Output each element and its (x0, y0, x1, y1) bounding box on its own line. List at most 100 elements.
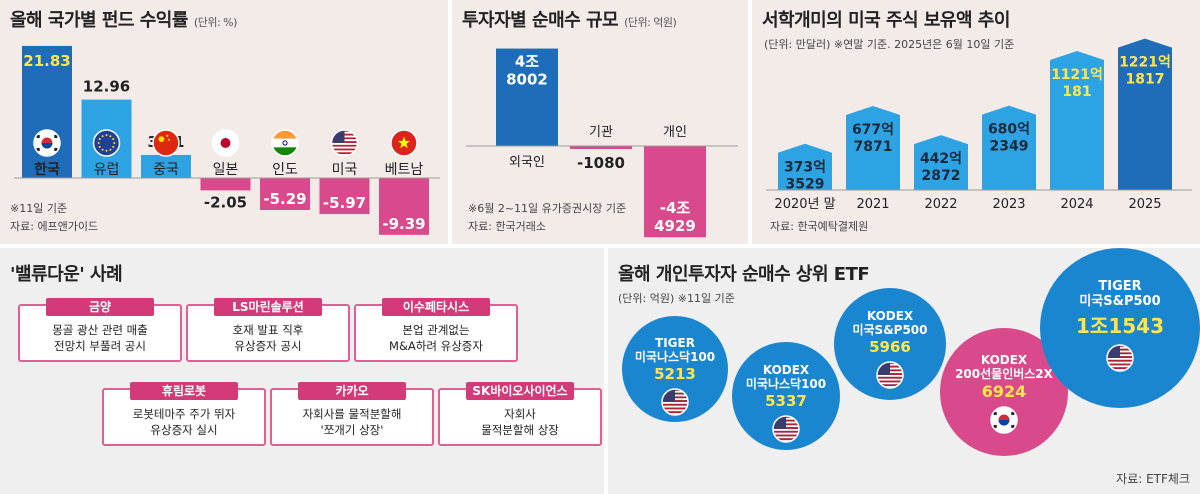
case-description: 호재 발표 직후 유상증자 공시 (232, 323, 304, 353)
investor-label: 기관 (589, 125, 613, 140)
country-label: 유럽 (94, 162, 120, 178)
holdings-value-label: 680억 2349 (988, 122, 1030, 155)
etf-bubble: KODEX 미국나스닥100 5337 (732, 342, 840, 450)
case-description: 본업 관계없는 M&A하려 유상증자 (389, 323, 483, 353)
us-flag-icon (330, 129, 359, 157)
case-description: 로봇테마주 주가 뛰자 유상증자 실시 (132, 407, 236, 437)
etf-name: TIGER 미국나스닥100 (634, 336, 716, 364)
us-stock-holdings-panel: 서학개미의 미국 주식 보유액 추이 (단위: 만달러) ※연말 기준. 202… (752, 0, 1200, 244)
fund-return-source: 자료: 에프앤가이드 (10, 220, 99, 233)
fund-bar (141, 154, 191, 178)
value-down-cases-panel: '밸류다운' 사례 금양 몽골 광산 관련 매출 전망치 부풀려 공시 LS마린솔루… (0, 248, 604, 494)
case-company-label: 휴림로봇 (130, 382, 238, 400)
fund-bar (260, 178, 310, 211)
holdings-bar (1050, 50, 1104, 190)
case-company-label: 금양 (46, 298, 154, 316)
investor-label: 개인 (663, 125, 687, 140)
fund-value-label: -9.39 (382, 215, 425, 233)
panel-title: 투자자별 순매수 규모 (단위: 억원) (462, 6, 677, 32)
etf-title: 올해 개인투자자 순매수 상위 ETF (618, 264, 870, 285)
case-description: 자회사 물적분할해 상장 (481, 407, 559, 437)
us-holdings-unit-note: (단위: 만달러) ※연말 기준. 2025년은 6월 10일 기준 (764, 38, 1015, 51)
etf-unit-note: (단위: 억원) ※11일 기준 (618, 292, 735, 305)
etf-value: 1조1543 (1076, 313, 1164, 338)
fund-return-unit: (단위: %) (193, 16, 237, 29)
fund-bar (200, 178, 251, 191)
etf-name: TIGER 미국S&P500 (1079, 279, 1161, 309)
net-buy-note: ※6월 2~11일 유가증권시장 기준 (468, 202, 627, 215)
fund-value-label: -5.97 (323, 194, 366, 212)
us-holdings-chart: 373억 3529 2020년 말 677억 7871 2021 442억 2872 2022 6… (766, 38, 1192, 212)
jp-flag-icon (211, 129, 240, 157)
holdings-bar (778, 143, 832, 190)
cn-flag-icon (152, 129, 180, 157)
kr-flag-icon (33, 129, 61, 157)
fund-return-chart: 21.83한국12.96유럽3.81중국-2.05일본-5.29인도-5.97미… (14, 45, 440, 235)
country-label: 미국 (332, 162, 358, 178)
fund-bar (319, 178, 370, 215)
holdings-bar (982, 105, 1036, 190)
country-label: 중국 (153, 162, 179, 178)
year-label: 2023 (992, 197, 1025, 212)
year-label: 2021 (856, 197, 889, 212)
case-company-label: LS마린솔루션 (214, 298, 322, 316)
eu-flag-icon (92, 129, 121, 157)
fund-value-label: -5.29 (263, 190, 306, 208)
us-flag-icon (772, 414, 800, 443)
etf-value: 6924 (981, 381, 1027, 401)
case-description: 몽골 광산 관련 매출 전망치 부풀려 공시 (52, 323, 148, 353)
fund-return-note: ※11일 기준 (10, 202, 68, 215)
net-buy-title: 투자자별 순매수 규모 (462, 10, 619, 31)
fund-value-label: 21.83 (23, 52, 70, 70)
vn-flag-icon (390, 129, 418, 157)
etf-bubble: TIGER 미국S&P500 1조1543 (1040, 248, 1200, 408)
etf-value: 5966 (869, 337, 911, 356)
country-label: 한국 (34, 162, 60, 178)
holdings-value-label: 442억 2872 (920, 151, 962, 184)
case-company-label: 이수페타시스 (382, 298, 490, 316)
year-label: 2022 (924, 197, 957, 212)
fund-bar (379, 178, 429, 235)
country-label: 인도 (272, 162, 298, 178)
us-flag-icon (661, 387, 689, 416)
country-label: 일본 (213, 162, 239, 178)
case-company-label: SK바이오사이언스 (466, 382, 574, 400)
fund-value-label: -2.05 (204, 193, 247, 211)
in-flag-icon (271, 129, 299, 157)
etf-value: 5337 (765, 391, 807, 410)
net-buy-unit: (단위: 억원) (624, 16, 677, 29)
net-buy-value-label: 4조 8002 (506, 53, 548, 89)
holdings-value-label: 1221억 1817 (1119, 55, 1171, 88)
fund-value-label: 12.96 (83, 78, 130, 96)
net-buy-bar (644, 146, 706, 238)
fund-return-title: 올해 국가별 펀드 수익률 (10, 10, 188, 31)
holdings-value-label: 677억 7871 (852, 122, 894, 155)
net-buy-value-label: -1080 (577, 154, 625, 172)
us-holdings-source: 자료: 한국예탁결제원 (770, 220, 869, 233)
country-label: 베트남 (385, 162, 424, 178)
net-buy-value-label: -4조 4929 (654, 199, 696, 235)
etf-name: KODEX 200선물인버스2X (955, 353, 1053, 381)
net-buy-panel: 투자자별 순매수 규모 (단위: 억원) 4조 8002 외국인 -1080 기관 -4조 4… (452, 0, 748, 244)
holdings-bar (846, 105, 900, 190)
net-buy-source: 자료: 한국거래소 (468, 220, 547, 233)
holdings-bar (914, 135, 968, 190)
year-label: 2020년 말 (774, 197, 835, 212)
net-buy-chart: 4조 8002 외국인 -1080 기관 -4조 4929 개인 (466, 48, 738, 238)
case-description: 자회사를 물적분할해 '쪼개기 상장' (302, 407, 402, 437)
kr-flag-icon (990, 405, 1018, 434)
value-down-title: '밸류다운' 사례 (10, 264, 123, 285)
etf-panel: 올해 개인투자자 순매수 상위 ETF (단위: 억원) ※11일 기준 TIG… (608, 248, 1200, 494)
case-company-label: 카카오 (298, 382, 406, 400)
holdings-value-label: 1121억 181 (1051, 67, 1103, 100)
etf-value: 5213 (654, 364, 696, 383)
etf-name: KODEX 미국나스닥100 (745, 363, 827, 391)
holdings-bar (1118, 38, 1172, 190)
